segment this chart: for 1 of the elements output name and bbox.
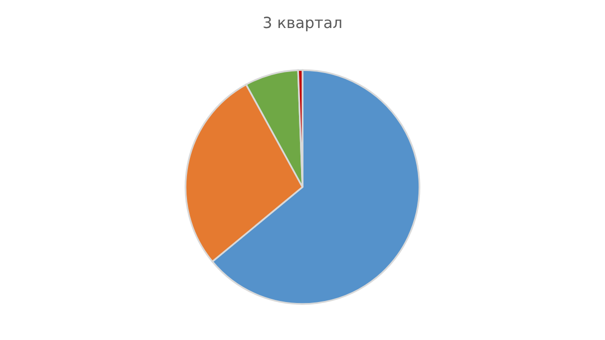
chart-title: 3 квартал: [264, 16, 342, 32]
